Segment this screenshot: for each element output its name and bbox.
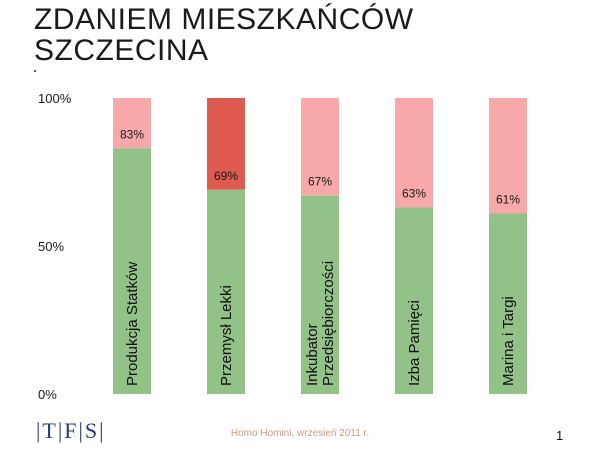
bar-remainder-segment (301, 98, 339, 196)
bar-value-label: 61% (496, 192, 520, 206)
category-label: Produkcja Statków (124, 262, 141, 386)
y-tick-label: 0% (38, 387, 57, 402)
bar-remainder-segment (207, 98, 245, 190)
category-label: Przedsiębiorczości (320, 261, 337, 386)
bar-remainder-segment (113, 98, 151, 149)
category-label: Inkubator (304, 323, 321, 386)
y-tick-label: 50% (38, 239, 64, 254)
bar-value-label: 67% (308, 175, 332, 189)
bar-value-segment (113, 148, 151, 394)
bar-value-segment (301, 195, 339, 394)
bar-value-segment (395, 207, 433, 394)
tfs-logo: |T|F|S| (36, 418, 106, 443)
page-number: 1 (556, 428, 564, 443)
bar-remainder-segment (395, 98, 433, 208)
footer-text: Homo Homini, wrzesień 2011 r. (230, 428, 370, 439)
slide-title-line-1: ZDANIEM MIESZKAŃCÓW (34, 3, 414, 36)
bar-value-segment (207, 189, 245, 394)
decorative-dot (34, 70, 36, 72)
category-label: Przemysł Lekki (218, 285, 235, 386)
bar-value-segment (489, 213, 527, 394)
category-label: Izba Pamięci (406, 300, 423, 386)
bar-value-label: 83% (120, 127, 144, 141)
slide-title-line-2: SZCZECINA (34, 34, 209, 67)
slide-title: ZDANIEM MIESZKAŃCÓW SZCZECINA (34, 4, 414, 66)
bar-remainder-segment (489, 98, 527, 214)
category-label: Marina i Targi (500, 296, 517, 386)
bar-value-label: 63% (402, 187, 426, 201)
bar-value-label: 69% (214, 169, 238, 183)
y-tick-label: 100% (38, 91, 72, 106)
